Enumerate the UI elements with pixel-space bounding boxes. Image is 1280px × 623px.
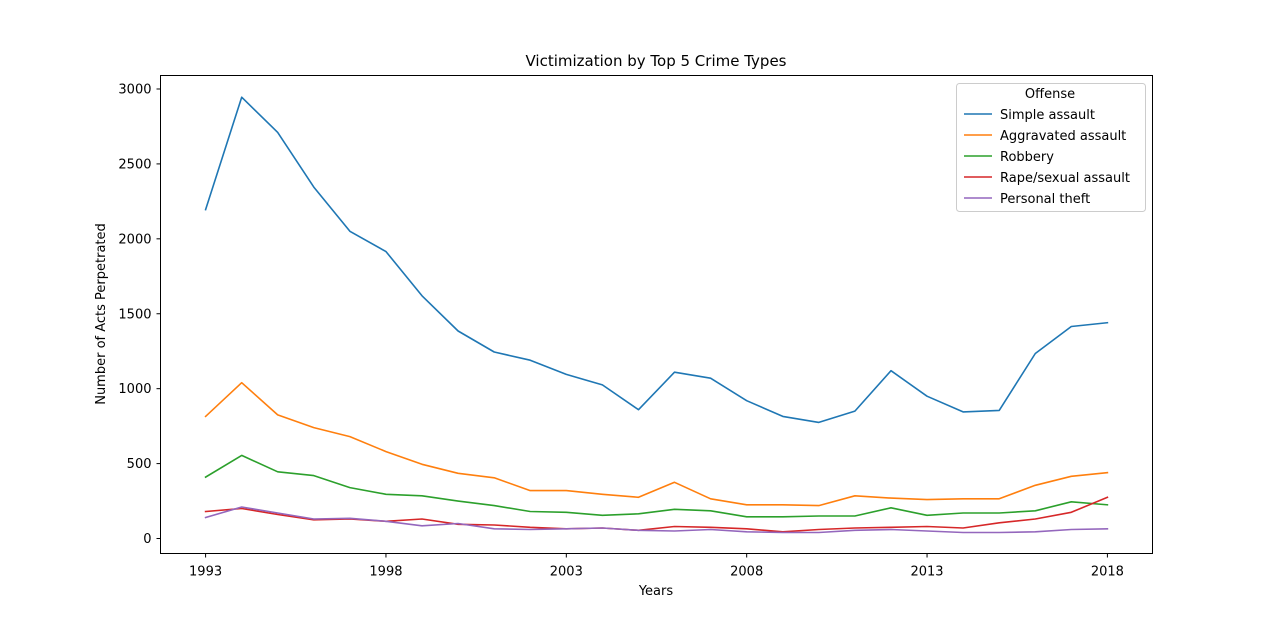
legend-label-aggravated-assault: Aggravated assault xyxy=(1000,129,1126,144)
legend-label-rape-sexual-assault: Rape/sexual assault xyxy=(1000,171,1130,186)
legend-title: Offense xyxy=(1025,87,1075,102)
x-tick-label: 1993 xyxy=(189,565,222,580)
x-tick-label: 2018 xyxy=(1091,565,1124,580)
series-line-rape-sexual-assault xyxy=(204,496,1109,533)
series-line-robbery xyxy=(204,454,1109,518)
x-tick-label: 2003 xyxy=(550,565,583,580)
y-axis-label: Number of Acts Perpetrated xyxy=(94,223,109,405)
series-line-personal-theft xyxy=(204,506,1109,534)
x-tick-label: 2013 xyxy=(910,565,943,580)
y-axis: 0 500 1000 1500 2000 2500 3000 xyxy=(118,82,161,547)
legend: Offense Simple assault Aggravated assault… xyxy=(956,83,1146,212)
y-tick-label: 1500 xyxy=(118,307,151,322)
series-line-simple-assault xyxy=(204,96,1109,424)
y-tick-label: 500 xyxy=(127,457,152,472)
chart-title: Victimization by Top 5 Crime Types xyxy=(526,52,787,70)
x-axis-label: Years xyxy=(638,584,674,599)
y-tick-label: 1000 xyxy=(118,382,151,397)
y-tick-label: 2500 xyxy=(118,157,151,172)
series-line-aggravated-assault xyxy=(204,381,1109,507)
x-tick-label: 2008 xyxy=(730,565,763,580)
legend-label-robbery: Robbery xyxy=(1000,150,1054,165)
series-group xyxy=(204,96,1109,534)
y-tick-label: 3000 xyxy=(118,82,151,97)
y-tick-label: 2000 xyxy=(118,232,151,247)
legend-label-simple-assault: Simple assault xyxy=(1000,108,1095,123)
x-axis: 1993 1998 2003 2008 2013 2018 xyxy=(189,553,1124,580)
legend-box xyxy=(956,83,1146,212)
legend-label-personal-theft: Personal theft xyxy=(1000,192,1090,207)
legend-items: Simple assault Aggravated assault Robbery R… xyxy=(964,108,1130,207)
plot-frame xyxy=(160,75,1153,554)
x-tick-label: 1998 xyxy=(369,565,402,580)
y-tick-label: 0 xyxy=(143,532,151,547)
